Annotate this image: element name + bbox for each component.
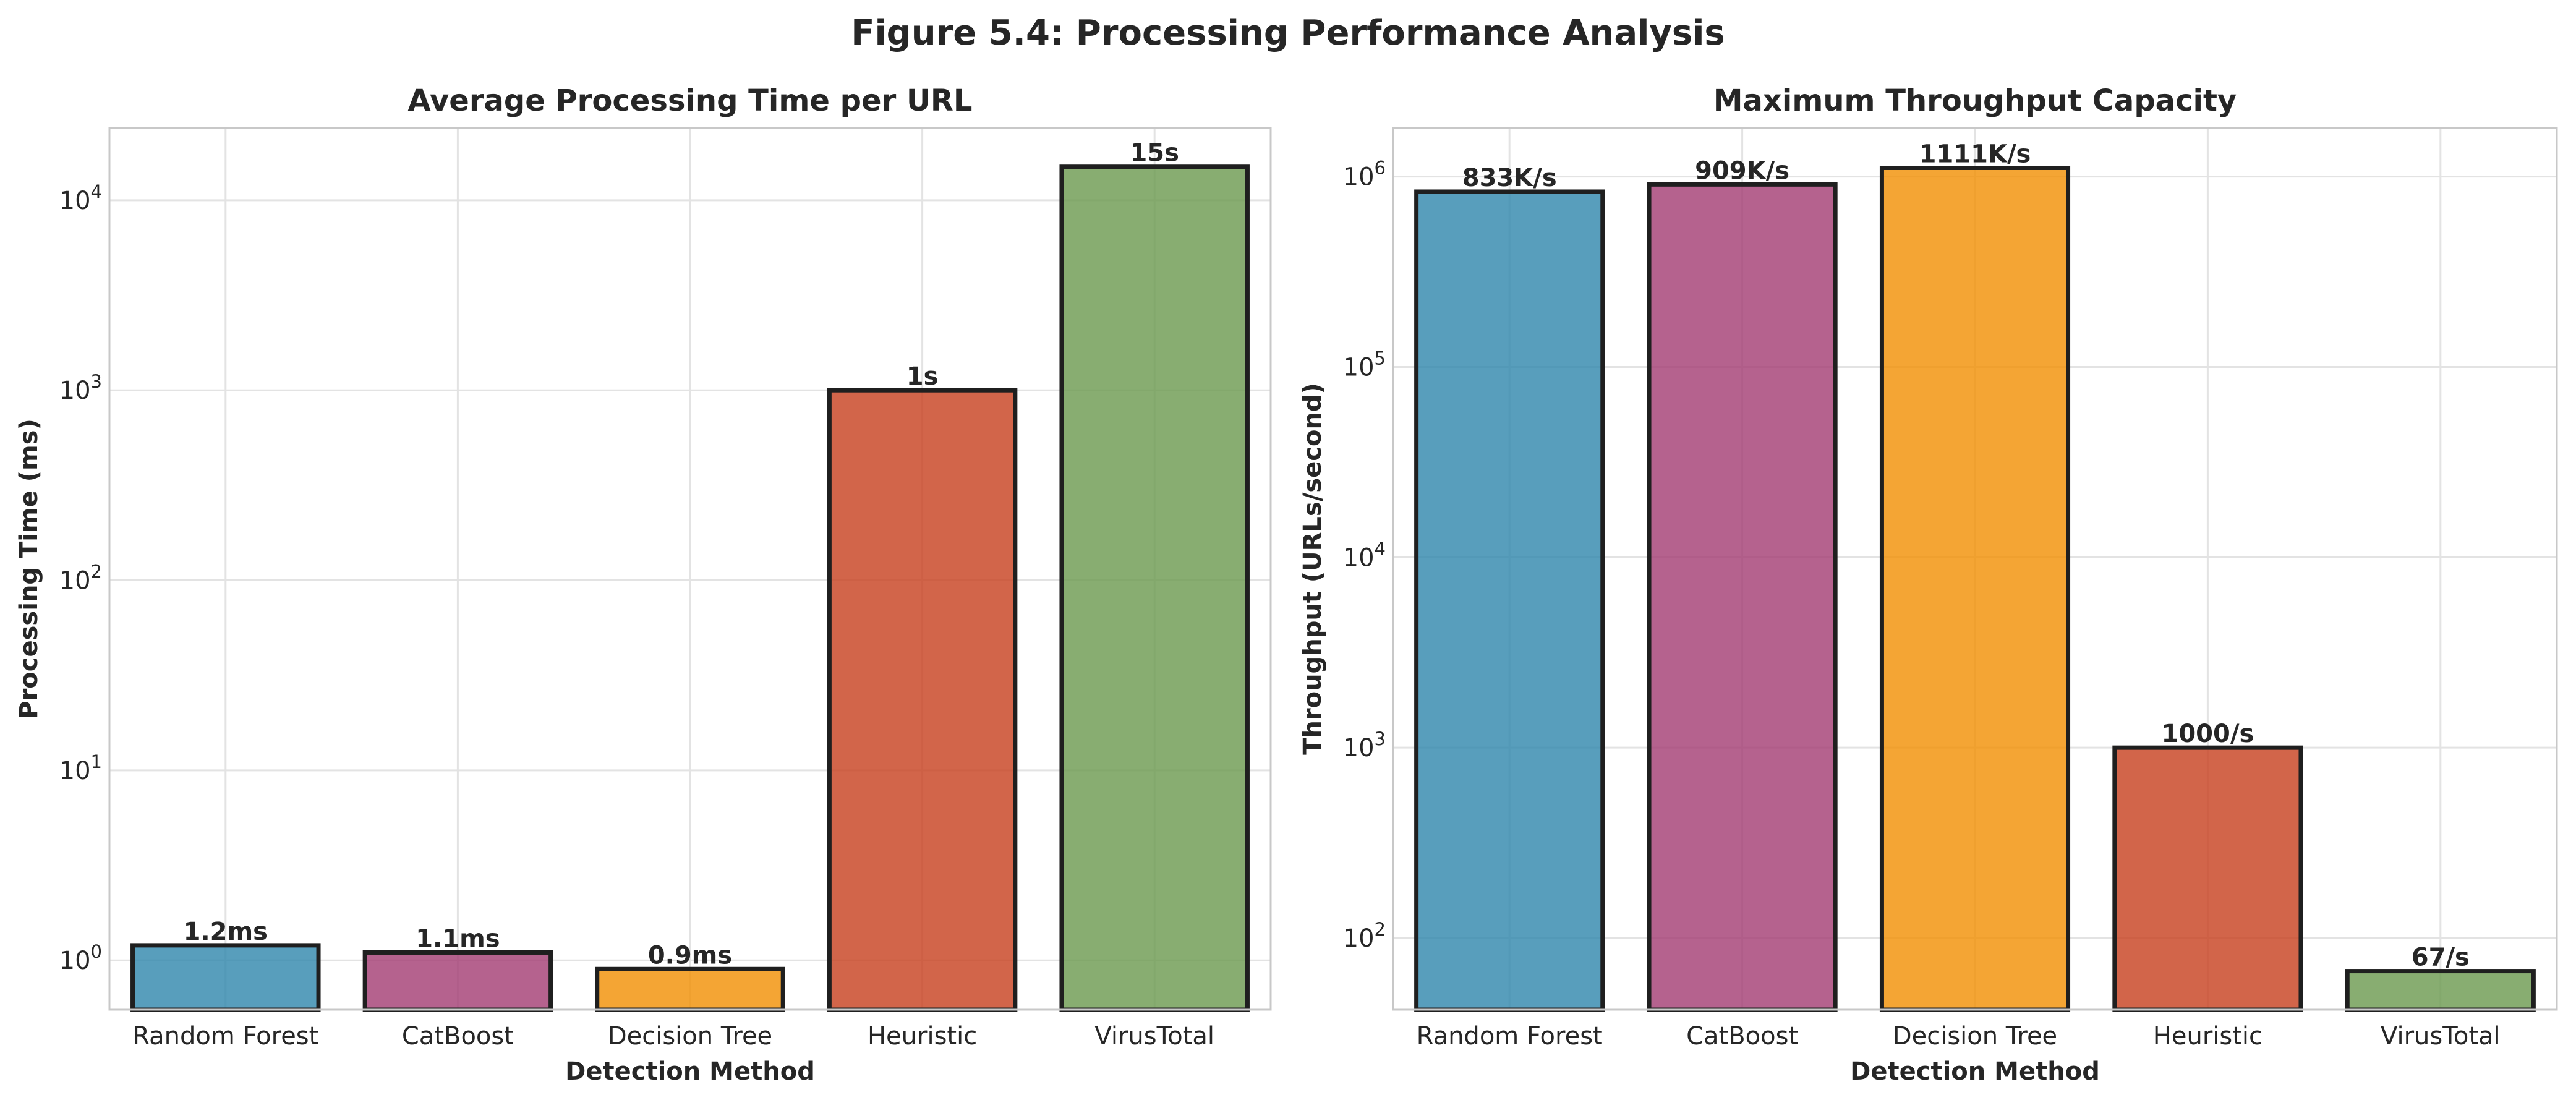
figure-title: Figure 5.4: Processing Performance Analy… <box>851 13 1725 53</box>
x-tick-label: VirusTotal <box>2381 1022 2501 1051</box>
x-axis-label: Detection Method <box>565 1057 815 1086</box>
x-tick-label: Random Forest <box>132 1022 318 1051</box>
x-tick-label: Heuristic <box>868 1022 977 1051</box>
bar <box>1879 166 2071 1012</box>
x-tick-label: CatBoost <box>1686 1022 1798 1051</box>
y-tick-label: 103 <box>59 371 102 405</box>
data-label: 15s <box>1130 139 1179 168</box>
y-tick-label: 102 <box>1343 919 1386 953</box>
chart-2: 833K/s 909K/s 1111K/s 1000/s 67/s Random Fore… <box>1299 83 2558 1086</box>
x-tick-label: Decision Tree <box>608 1022 772 1051</box>
x-tick-label: VirusTotal <box>1094 1022 1214 1051</box>
y-tick-label: 104 <box>59 181 102 215</box>
data-label: 1s <box>906 362 939 391</box>
y-tick-label: 101 <box>59 751 102 785</box>
chart-1: 1.2ms 1.1ms 0.9ms 1s 15s Random Forest CatBoos… <box>15 83 1272 1086</box>
x-axis-label: Detection Method <box>1850 1057 2100 1086</box>
chart-title: Maximum Throughput Capacity <box>1713 83 2237 118</box>
x-tick-label: Decision Tree <box>1893 1022 2057 1051</box>
bar <box>1647 182 1838 1012</box>
bar <box>2112 745 2303 1012</box>
bar <box>362 950 553 1012</box>
data-label: 0.9ms <box>648 941 732 970</box>
bar <box>1059 164 1250 1012</box>
data-label: 909K/s <box>1695 156 1789 185</box>
data-label: 1.1ms <box>416 924 500 953</box>
y-tick-label: 100 <box>59 941 102 975</box>
bar <box>1414 189 1605 1012</box>
bar <box>2345 969 2536 1012</box>
y-axis-label: Throughput (URLs/second) <box>1299 383 1327 755</box>
y-tick-label: 102 <box>59 561 102 595</box>
y-tick-label: 103 <box>1343 728 1386 762</box>
plot-frame <box>1392 127 2558 1011</box>
data-label: 67/s <box>2412 944 2470 972</box>
y-axis-label: Processing Time (ms) <box>15 419 43 719</box>
y-tick-label: 106 <box>1343 158 1386 192</box>
plot-frame <box>108 127 1272 1011</box>
y-tick-label: 105 <box>1343 347 1386 382</box>
bar <box>595 966 785 1012</box>
bar <box>130 943 321 1012</box>
x-tick-label: CatBoost <box>402 1022 514 1051</box>
data-label: 1000/s <box>2162 720 2254 748</box>
data-label: 833K/s <box>1462 164 1557 192</box>
data-label: 1111K/s <box>1919 140 2031 169</box>
data-label: 1.2ms <box>184 918 268 946</box>
y-tick-label: 104 <box>1343 538 1386 572</box>
bar <box>827 388 1018 1012</box>
x-tick-label: Random Forest <box>1417 1022 1603 1051</box>
chart-title: Average Processing Time per URL <box>408 83 973 118</box>
x-tick-label: Heuristic <box>2153 1022 2263 1051</box>
